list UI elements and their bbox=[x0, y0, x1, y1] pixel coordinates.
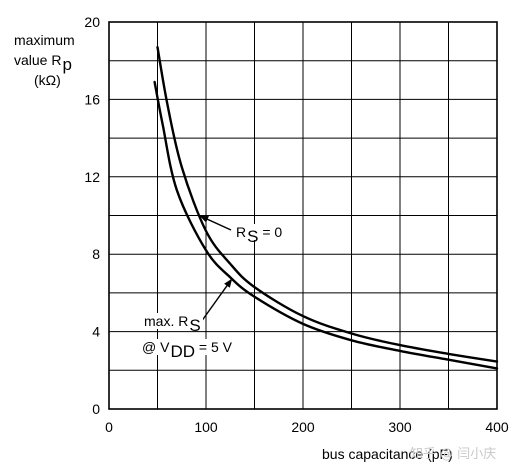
y-tick-label: 4 bbox=[92, 324, 100, 340]
series-line-2 bbox=[153, 80, 499, 370]
curves bbox=[153, 46, 499, 370]
y-tick-label: 0 bbox=[92, 401, 100, 417]
watermark: 知乎 @ 闫小庆 bbox=[410, 447, 497, 462]
rs-zero-pointer-head bbox=[199, 215, 209, 223]
annotation-rs-zero: RS = 0 bbox=[234, 224, 285, 246]
y-axis-label-rp: value R bbox=[14, 52, 62, 68]
x-tick-label: 200 bbox=[291, 419, 315, 435]
x-tick-label: 100 bbox=[194, 419, 218, 435]
annotation-max-rs-line-2: @ VDD = 5 V bbox=[140, 339, 234, 361]
x-tick-label: 300 bbox=[388, 419, 412, 435]
x-tick-label: 0 bbox=[105, 419, 113, 435]
grid bbox=[109, 22, 497, 409]
plot-frame bbox=[108, 21, 498, 410]
x-axis-label: bus capacitance (pF) bbox=[322, 446, 453, 462]
y-tick-label: 12 bbox=[84, 169, 100, 185]
annotation-pointers bbox=[195, 214, 233, 330]
y-tick-label: 8 bbox=[92, 246, 100, 262]
x-tick-label: 400 bbox=[485, 419, 509, 435]
series-line-1 bbox=[156, 46, 499, 363]
y-axis-label-rp-subscript: p bbox=[62, 55, 72, 74]
axes-frame bbox=[108, 21, 498, 410]
y-axis-label-line-1: maximum bbox=[14, 32, 75, 48]
y-tick-label: 16 bbox=[84, 91, 100, 107]
max-rs-pointer-head bbox=[224, 278, 233, 288]
y-axis-label-line-2: value Rp bbox=[14, 52, 72, 73]
annotation-max-rs-line-1: max. RS bbox=[142, 313, 203, 335]
y-axis-label-line-3: (kΩ) bbox=[34, 72, 61, 88]
y-tick-label: 20 bbox=[84, 14, 100, 30]
